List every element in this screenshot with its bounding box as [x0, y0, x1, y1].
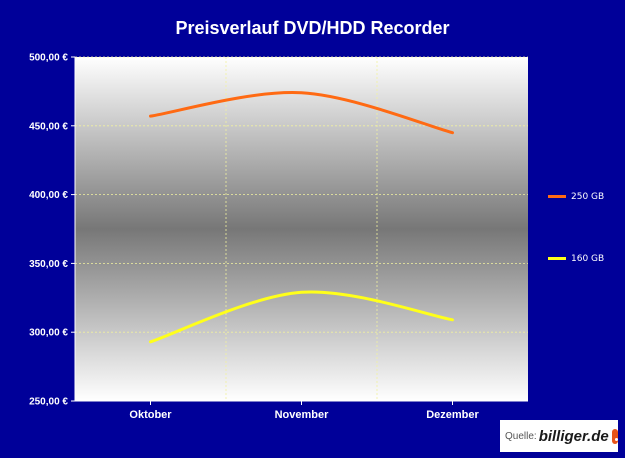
legend-swatch-160gb: [548, 257, 566, 261]
x-tick-label: November: [275, 409, 330, 421]
series-line-250gb: [149, 91, 454, 135]
y-tick-label: 250,00 €: [29, 397, 68, 408]
legend-item-250gb: 250 GB: [548, 188, 618, 206]
source-label: Quelle:: [505, 430, 537, 442]
x-tick-label: Dezember: [426, 409, 479, 421]
legend-swatch-250gb: [548, 195, 566, 199]
y-tick-label: 450,00 €: [29, 121, 68, 132]
legend-label-250gb: 250 GB: [571, 191, 605, 202]
source-brand-logo: billiger.de: [538, 427, 609, 445]
series-line-160gb: [149, 290, 454, 344]
y-tick-label: 400,00 €: [29, 190, 68, 201]
plot-area: [75, 57, 528, 401]
legend-label-160gb: 160 GB: [571, 253, 605, 264]
rss-icon: [611, 428, 618, 444]
legend-item-160gb: 160 GB: [548, 250, 618, 268]
y-tick-label: 350,00 €: [29, 259, 68, 270]
source-badge[interactable]: Quelle: billiger.de: [500, 420, 618, 452]
y-tick-label: 300,00 €: [29, 328, 68, 339]
y-tick-label: 500,00 €: [29, 53, 68, 64]
chart-title: Preisverlauf DVD/HDD Recorder: [175, 18, 450, 38]
x-tick-label: Oktober: [129, 409, 172, 421]
